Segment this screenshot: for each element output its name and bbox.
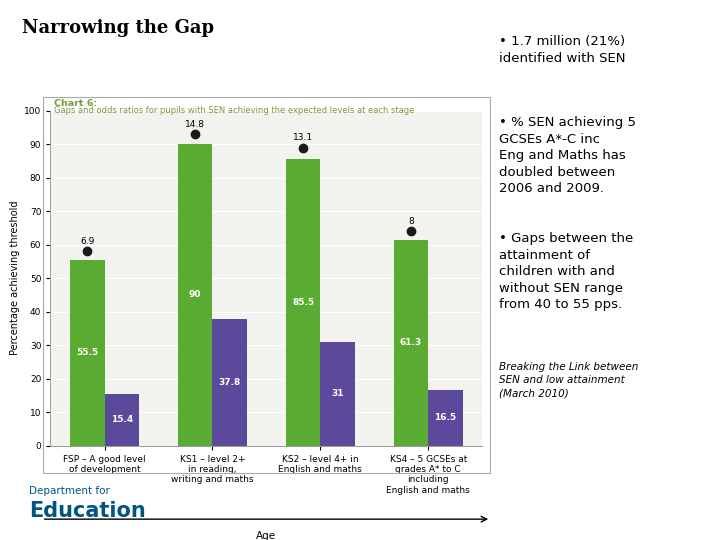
- Bar: [70, 260, 104, 446]
- Text: Age: Age: [256, 531, 276, 540]
- Text: Education: Education: [29, 501, 145, 521]
- Text: 14.8: 14.8: [185, 119, 205, 129]
- Bar: [212, 319, 247, 446]
- Bar: [104, 394, 139, 446]
- Y-axis label: Percentage achieving threshold: Percentage achieving threshold: [10, 201, 20, 355]
- Text: Narrowing the Gap: Narrowing the Gap: [22, 19, 214, 37]
- Text: 13.1: 13.1: [293, 133, 313, 142]
- Bar: [320, 342, 355, 446]
- Text: 31: 31: [331, 389, 344, 398]
- Text: 6.9: 6.9: [80, 237, 94, 246]
- Text: 55.5: 55.5: [76, 348, 99, 357]
- Text: 85.5: 85.5: [292, 298, 314, 307]
- Bar: [286, 159, 320, 446]
- Text: 90: 90: [189, 291, 202, 299]
- Text: Breaking the Link between
SEN and low attainment
(March 2010): Breaking the Link between SEN and low at…: [499, 362, 639, 398]
- Text: 37.8: 37.8: [219, 377, 241, 387]
- Bar: [394, 240, 428, 446]
- Text: • Gaps between the
attainment of
children with and
without SEN range
from 40 to : • Gaps between the attainment of childre…: [499, 232, 633, 311]
- Text: Department for: Department for: [29, 486, 109, 496]
- Text: 61.3: 61.3: [400, 339, 422, 347]
- Text: Chart 6:: Chart 6:: [54, 99, 97, 109]
- Bar: [178, 144, 212, 446]
- Text: 16.5: 16.5: [434, 414, 456, 422]
- Text: 8: 8: [408, 217, 414, 226]
- Text: 15.4: 15.4: [111, 415, 133, 424]
- Bar: [428, 390, 463, 445]
- Text: Gaps and odds ratios for pupils with SEN achieving the expected levels at each s: Gaps and odds ratios for pupils with SEN…: [54, 106, 415, 116]
- Text: • 1.7 million (21%)
identified with SEN: • 1.7 million (21%) identified with SEN: [499, 35, 626, 65]
- Text: • % SEN achieving 5
GCSEs A*-C inc
Eng and Maths has
doubled between
2006 and 20: • % SEN achieving 5 GCSEs A*-C inc Eng a…: [499, 116, 636, 195]
